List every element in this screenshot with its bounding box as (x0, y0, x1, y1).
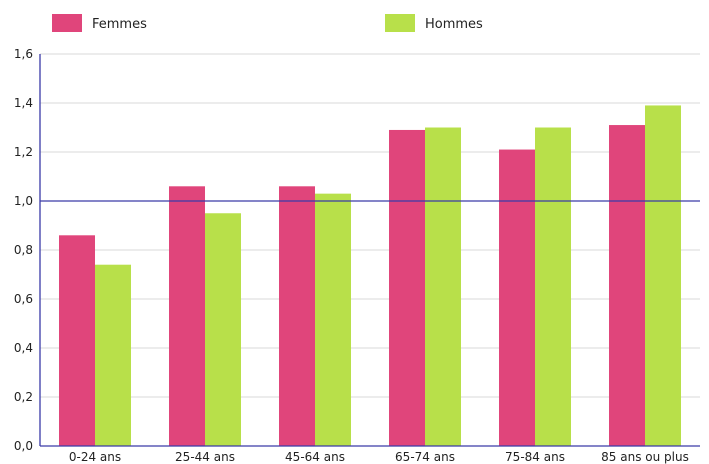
x-tick-label: 25-44 ans (175, 450, 235, 464)
y-tick-label: 0,0 (14, 439, 33, 453)
legend-label-hommes: Hommes (425, 17, 483, 32)
bar-femmes-2 (279, 186, 315, 447)
legend-swatch-femmes (52, 14, 82, 32)
bar-hommes-4 (535, 127, 571, 446)
legend-label-femmes: Femmes (92, 17, 147, 32)
y-axis-tick-labels: 0,0 0,2 0,4 0,6 0,8 1,0 1,2 1,4 1,6 (14, 47, 33, 453)
bars (59, 105, 681, 447)
x-tick-label: 45-64 ans (285, 450, 345, 464)
y-tick-label: 1,6 (14, 47, 33, 61)
bar-femmes-0 (59, 235, 95, 446)
y-tick-label: 0,6 (14, 292, 33, 306)
x-tick-label: 85 ans ou plus (601, 450, 689, 464)
bar-hommes-1 (205, 213, 241, 446)
y-tick-label: 1,0 (14, 194, 33, 208)
bar-femmes-3 (389, 129, 425, 446)
x-tick-label: 65-74 ans (395, 450, 455, 464)
bar-hommes-0 (95, 264, 131, 446)
y-tick-label: 0,4 (14, 341, 33, 355)
legend: Femmes Hommes (52, 14, 483, 32)
bar-femmes-1 (169, 186, 205, 447)
y-tick-label: 0,2 (14, 390, 33, 404)
x-tick-label: 75-84 ans (505, 450, 565, 464)
axes (39, 54, 700, 447)
x-tick-label: 0-24 ans (69, 450, 121, 464)
bar-hommes-3 (425, 127, 461, 446)
x-axis-tick-labels: 0-24 ans 25-44 ans 45-64 ans 65-74 ans 75-84… (69, 450, 689, 464)
y-tick-label: 1,4 (14, 96, 33, 110)
gridlines (40, 53, 700, 447)
legend-swatch-hommes (385, 14, 415, 32)
bar-hommes-2 (315, 193, 351, 446)
bar-hommes-5 (645, 105, 681, 446)
y-tick-label: 0,8 (14, 243, 33, 257)
bar-femmes-5 (609, 125, 645, 447)
bar-femmes-4 (499, 149, 535, 447)
y-tick-label: 1,2 (14, 145, 33, 159)
